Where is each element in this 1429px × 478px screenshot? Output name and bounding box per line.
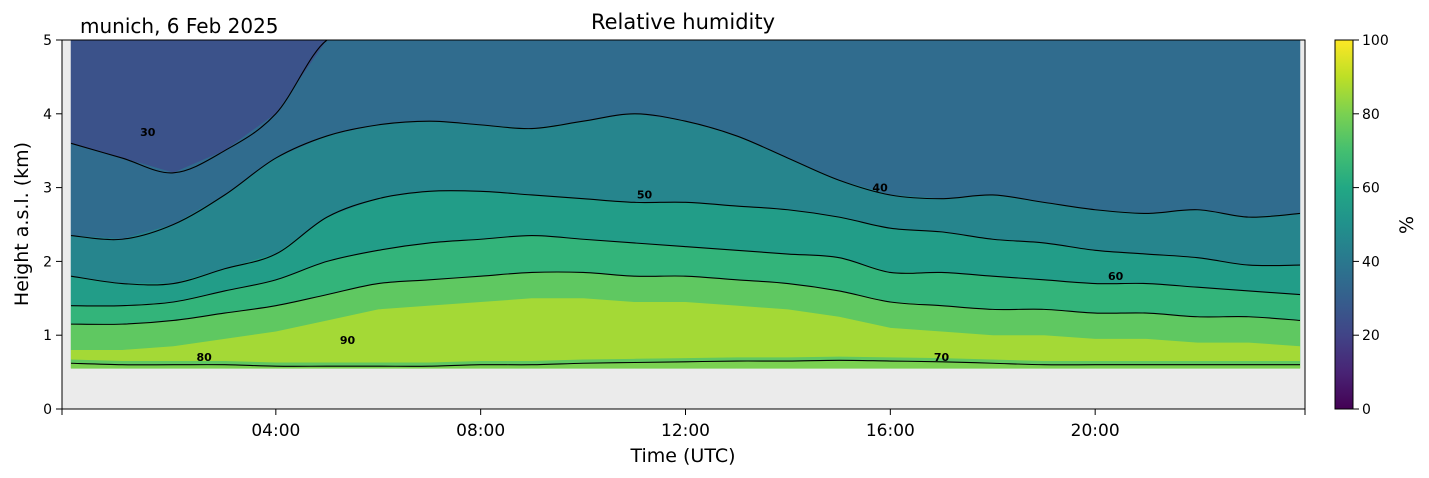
colorbar-tick-label-40: 40 <box>1362 254 1380 270</box>
x-axis-label: Time (UTC) <box>629 445 735 467</box>
contour-label-70: 70 <box>934 351 950 364</box>
x-axis: 04:00 08:00 12:00 16:00 20:00 <box>61 409 1306 441</box>
contour-label-60: 60 <box>1108 270 1124 283</box>
contour-labels: 30 40 50 60 70 80 90 <box>140 126 1123 364</box>
humidity-core <box>71 298 1300 363</box>
colorbar-tick-label-60: 60 <box>1362 181 1380 197</box>
colorbar: 0 20 40 60 80 100 % <box>1334 33 1418 418</box>
x-tick-label-04:00: 04:00 <box>251 421 300 441</box>
colorbar-tick-label-20: 20 <box>1362 328 1380 344</box>
colorbar-label: % <box>1396 216 1418 234</box>
contour-line-70 <box>70 271 1301 325</box>
y-axis: 0 1 2 3 4 5 <box>43 33 62 418</box>
x-tick-label-12:00: 12:00 <box>661 421 710 441</box>
plot-area: 30 40 50 60 70 80 90 <box>62 40 1305 409</box>
colorbar-tick-label-0: 0 <box>1362 402 1371 418</box>
x-tick-label-08:00: 08:00 <box>456 421 505 441</box>
colorbar-ticks: 0 20 40 60 80 100 <box>1353 33 1389 418</box>
y-tick-label-5: 5 <box>43 33 52 49</box>
contour-line-30 <box>70 40 1300 174</box>
y-axis-label: Height a.s.l. (km) <box>11 142 33 306</box>
plot-frame <box>61 39 1306 410</box>
chart-title: Relative humidity <box>591 10 775 34</box>
y-tick-label-4: 4 <box>43 107 52 123</box>
contour-label-40: 40 <box>872 181 888 194</box>
contour-line-50 <box>70 190 1301 286</box>
contour-line-40 <box>70 113 1301 241</box>
colorbar-gradient <box>1334 39 1354 410</box>
humidity-band-0 <box>70 40 1300 174</box>
contour-lines <box>70 40 1301 367</box>
contour-label-50: 50 <box>637 189 653 202</box>
y-tick-label-0: 0 <box>43 402 52 418</box>
contour-line-60 <box>70 235 1301 307</box>
y-tick-label-3: 3 <box>43 181 52 197</box>
colorbar-tick-label-80: 80 <box>1362 107 1380 123</box>
x-tick-label-20:00: 20:00 <box>1071 421 1120 441</box>
contour-line-80 <box>70 359 1300 367</box>
contour-label-80: 80 <box>196 351 212 364</box>
colorbar-tick-label-100: 100 <box>1362 33 1389 49</box>
x-tick-label-16:00: 16:00 <box>866 421 915 441</box>
y-tick-label-2: 2 <box>43 254 52 270</box>
site-label: munich, 6 Feb 2025 <box>80 14 279 38</box>
contour-label-90: 90 <box>340 334 356 347</box>
humidity-fill <box>70 40 1301 369</box>
contour-label-30: 30 <box>140 126 156 139</box>
y-tick-label-1: 1 <box>43 328 52 344</box>
